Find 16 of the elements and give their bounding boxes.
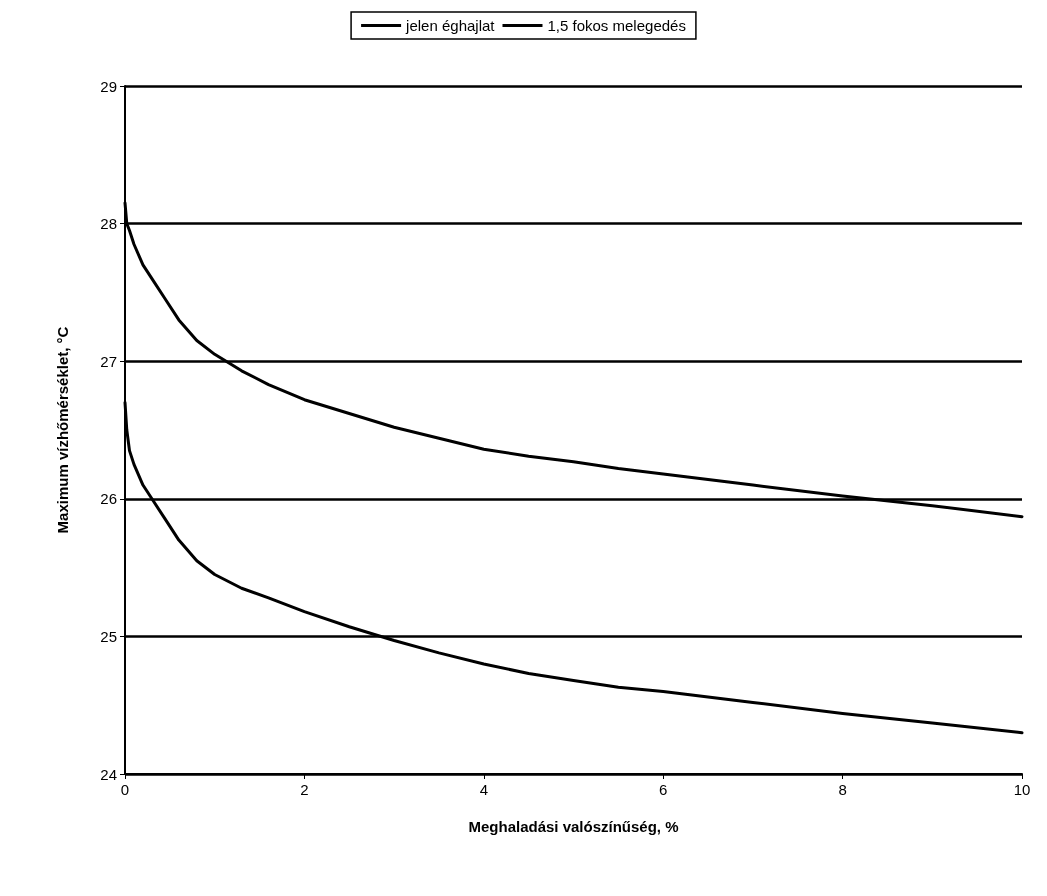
x-tick-label: 6 — [659, 781, 668, 798]
legend-label: jelen éghajlat — [405, 17, 496, 34]
y-tick-label: 27 — [100, 352, 117, 370]
y-axis-title: Maximum vízhőmérséklet, °C — [54, 326, 71, 534]
x-tick-label: 10 — [1013, 781, 1031, 798]
y-tick-label: 29 — [100, 77, 117, 95]
x-axis-title: Meghaladási valószínűség, % — [468, 818, 679, 835]
x-tick-label: 8 — [838, 781, 847, 798]
x-tick-label: 4 — [479, 781, 488, 798]
x-tick-label: 0 — [120, 781, 130, 798]
y-tick-label: 25 — [100, 627, 117, 645]
y-tick-label: 26 — [100, 490, 117, 508]
legend-label: 1,5 fokos melegedés — [547, 17, 686, 34]
y-tick-label: 28 — [100, 215, 117, 233]
x-tick-label: 2 — [300, 781, 309, 798]
y-tick-label: 24 — [100, 765, 117, 783]
